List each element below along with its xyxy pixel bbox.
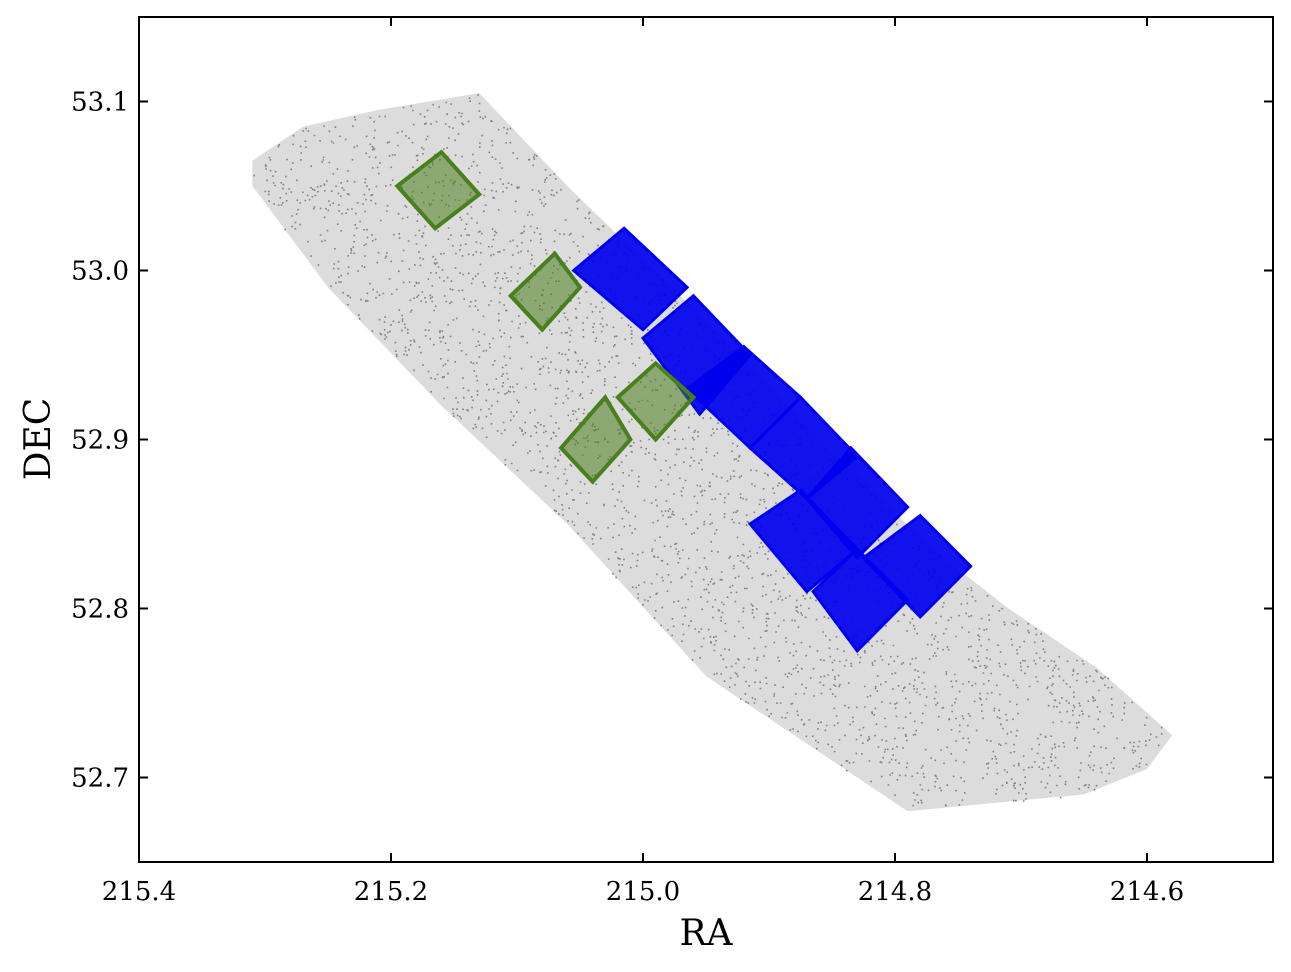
x-tick-label: 214.8	[858, 877, 932, 907]
field-footprints-layer	[394, 149, 973, 654]
y-tick-label: 52.9	[71, 426, 129, 456]
x-tick-label: 214.6	[1110, 877, 1184, 907]
survey-region-layer	[252, 93, 1173, 812]
y-tick-label: 53.1	[71, 88, 129, 118]
y-tick-label: 52.7	[71, 764, 129, 794]
axis-ticks: 215.4 215.2 215.0 214.8 214.6 52.7 52.8 52.9 53.…	[71, 17, 1273, 907]
x-tick-label: 215.4	[102, 877, 176, 907]
green-field-3	[614, 360, 697, 443]
y-tick-label: 52.8	[71, 595, 129, 625]
blue-field-8	[861, 513, 973, 620]
y-axis-title: DEC	[18, 398, 59, 481]
plot-background	[139, 17, 1273, 862]
x-tick-label: 215.0	[606, 877, 680, 907]
blue-field-1	[571, 226, 690, 332]
x-axis-title: RA	[679, 913, 733, 954]
survey-region	[252, 93, 1173, 812]
green-field-1	[394, 149, 483, 232]
y-tick-label: 53.0	[71, 257, 129, 287]
x-tick-label: 215.2	[354, 877, 428, 907]
blue-field-6	[747, 488, 860, 594]
green-field-4	[558, 393, 633, 485]
green-field-2	[507, 250, 583, 333]
